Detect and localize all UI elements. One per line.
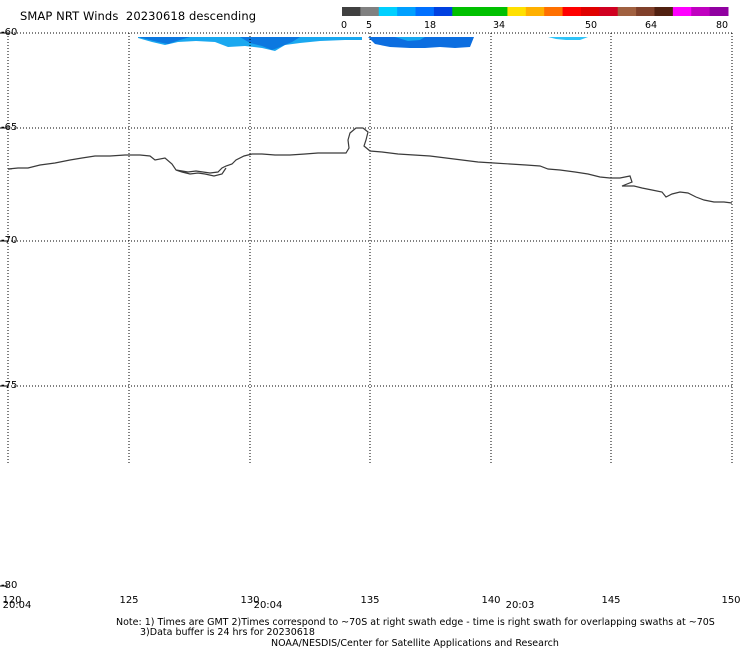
latitude-label: -65 (1, 122, 18, 133)
longitude-label: 135 (360, 595, 380, 606)
map-title: SMAP NRT Winds 20230618 descending (20, 9, 257, 23)
colorbar-segment (378, 7, 398, 16)
colorbar-label: 0 (340, 20, 348, 31)
wind-speed-colorbar (342, 7, 729, 16)
colorbar-segment (397, 7, 417, 16)
wind-swath-left-dark-2 (240, 37, 300, 50)
colorbar-segment (544, 7, 564, 16)
longitude-label: 130 (240, 595, 260, 606)
longitude-label: 120 (2, 595, 22, 606)
colorbar-segment (580, 7, 600, 16)
latitude-label: -80 (1, 580, 18, 591)
colorbar-label: 50 (584, 20, 598, 31)
colorbar-label: 64 (644, 20, 658, 31)
colorbar-segment (562, 7, 582, 16)
longitude-label: 150 (721, 595, 740, 606)
colorbar-segment (342, 7, 361, 16)
colorbar-segment (691, 7, 711, 16)
antarctic-coastline (7, 127, 733, 204)
colorbar-segment (636, 7, 655, 16)
colorbar-label: 18 (423, 20, 437, 31)
colorbar-label: 5 (365, 20, 373, 31)
swath-time: 20:04 (2, 600, 32, 611)
colorbar-segment (470, 7, 490, 16)
latitude-label: -70 (1, 235, 18, 246)
longitude-label: 145 (601, 595, 621, 606)
latitude-label: -60 (1, 27, 18, 38)
colorbar-segment (617, 7, 637, 16)
lat-ticks (0, 32, 8, 587)
credit-line: NOAA/NESDIS/Center for Satellite Applica… (271, 638, 559, 649)
colorbar-segment (507, 7, 527, 16)
colorbar-segment (672, 7, 692, 16)
graticule (7, 32, 733, 463)
wind-swath-left-dark (138, 37, 190, 44)
colorbar-segment (452, 7, 472, 16)
longitude-label: 125 (119, 595, 139, 606)
swath-time: 20:04 (253, 600, 283, 611)
wind-swath-left (138, 37, 362, 51)
colorbar-segment (360, 7, 380, 16)
swath-time: 20:03 (505, 600, 535, 611)
note-line-1: Note: 1) Times are GMT 2)Times correspon… (116, 617, 715, 628)
wind-swath-right-light (395, 37, 425, 41)
longitude-label: 140 (481, 595, 501, 606)
colorbar-segment (525, 7, 545, 16)
wind-swath-right (368, 37, 474, 48)
wind-swath-small (548, 37, 588, 40)
latitude-label: -75 (1, 380, 18, 391)
colorbar-segment (489, 7, 508, 16)
colorbar-segment (433, 7, 453, 16)
wind-swaths (138, 37, 588, 51)
colorbar-label: 34 (492, 20, 506, 31)
colorbar-segment (415, 7, 435, 16)
colorbar-segment (599, 7, 619, 16)
colorbar-label: 80 (715, 20, 729, 31)
colorbar-segment (654, 7, 674, 16)
colorbar-segment (709, 7, 729, 16)
note-line-2: 3)Data buffer is 24 hrs for 20230618 (140, 627, 315, 638)
